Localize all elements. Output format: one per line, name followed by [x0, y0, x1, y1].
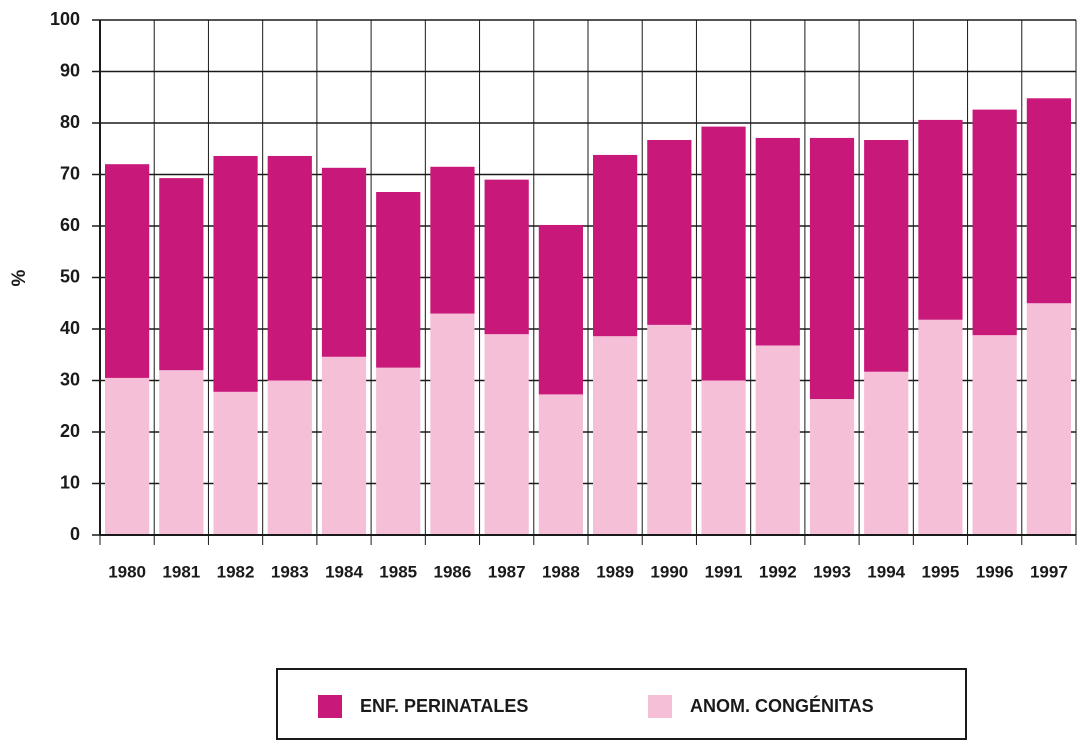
x-tick-label: 1994 [867, 562, 905, 581]
bar-segment [918, 119, 963, 320]
x-tick-label: 1995 [922, 562, 960, 581]
bar-segment [593, 154, 638, 337]
x-tick-label: 1990 [650, 562, 688, 581]
bar-segment [105, 377, 150, 535]
x-tick-label: 1980 [108, 562, 146, 581]
bar-segment [972, 109, 1017, 336]
bar-segment [809, 399, 855, 535]
legend-box [276, 668, 967, 740]
y-tick-label: 70 [60, 163, 80, 183]
bar-segment [213, 391, 258, 535]
bar-segment [538, 394, 583, 535]
x-tick-label: 1982 [217, 562, 255, 581]
y-tick-label: 90 [60, 60, 80, 80]
bar-segment [159, 178, 204, 371]
bar-segment [701, 380, 746, 535]
x-tick-label: 1993 [813, 562, 851, 581]
bar-segment [972, 335, 1017, 535]
x-tick-label: 1981 [162, 562, 200, 581]
y-tick-label: 80 [60, 112, 80, 132]
x-tick-label: 1986 [434, 562, 472, 581]
bar-segment [267, 380, 312, 535]
bar-segment [918, 319, 963, 535]
bar-segment [1026, 303, 1071, 535]
y-tick-label: 60 [60, 215, 80, 235]
bar-segment [213, 155, 258, 392]
bar-segment [864, 371, 909, 535]
bar-segment [430, 313, 475, 535]
x-tick-label: 1991 [705, 562, 743, 581]
bar-segment [159, 370, 204, 535]
bar-segment [376, 192, 421, 368]
bar-segment [1026, 98, 1071, 304]
bar-segment [267, 155, 312, 381]
y-axis-label: % [9, 269, 30, 286]
bar-segment [484, 334, 529, 535]
y-tick-label: 30 [60, 369, 80, 389]
legend-swatch [648, 695, 672, 718]
bar-segment [864, 139, 909, 372]
bar-segment [755, 345, 800, 535]
bar-segment [593, 336, 638, 535]
x-tick-label: 1997 [1030, 562, 1068, 581]
x-tick-label: 1989 [596, 562, 634, 581]
bar-segment [809, 137, 855, 400]
bar-segment [321, 167, 367, 357]
bar-segment [430, 166, 475, 314]
bar-segment [321, 356, 367, 535]
y-tick-label: 20 [60, 421, 80, 441]
x-tick-label: 1988 [542, 562, 580, 581]
y-tick-label: 40 [60, 318, 80, 338]
bar-segment [647, 324, 692, 535]
bar-segment [647, 139, 692, 325]
bar-segment [755, 137, 800, 346]
y-tick-label: 100 [50, 9, 80, 29]
bar-segment [538, 224, 583, 395]
x-tick-label: 1987 [488, 562, 526, 581]
legend-label: ANOM. CONGÉNITAS [690, 695, 874, 716]
y-tick-label: 0 [70, 524, 80, 544]
x-tick-label: 1983 [271, 562, 309, 581]
bar-segment [701, 126, 746, 381]
bar-segment [376, 367, 421, 535]
bar-segment [105, 164, 150, 378]
x-tick-label: 1992 [759, 562, 797, 581]
legend-label: ENF. PERINATALES [360, 696, 528, 716]
x-tick-label: 1985 [379, 562, 417, 581]
legend-swatch [318, 695, 342, 718]
x-tick-label: 1996 [976, 562, 1014, 581]
y-tick-label: 10 [60, 472, 80, 492]
y-tick-label: 50 [60, 266, 80, 286]
x-tick-label: 1984 [325, 562, 363, 581]
bar-segment [484, 179, 529, 335]
